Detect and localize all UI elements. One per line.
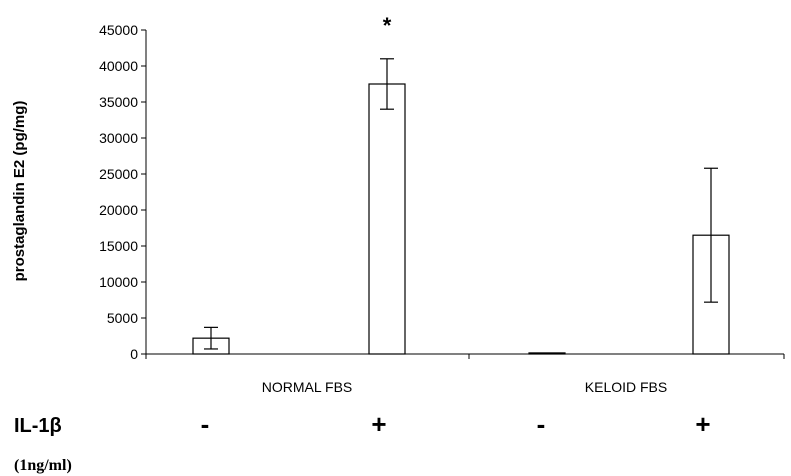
treatment-label: IL-1β	[14, 415, 62, 437]
treatment-sign: +	[371, 409, 386, 439]
bar	[368, 83, 406, 355]
y-tick-label: 45000	[99, 22, 138, 38]
treatment-sign: -	[537, 409, 546, 439]
treatment-sign: -	[201, 409, 210, 439]
x-axis-ticks	[145, 354, 785, 359]
y-tick-label: 35000	[99, 94, 138, 110]
bar	[528, 352, 566, 355]
y-axis-label: prostaglandin E2 (pg/mg)	[11, 101, 28, 282]
y-tick-label: 40000	[99, 58, 138, 74]
treatment-signs: - + - +	[201, 409, 711, 439]
y-tick-label: 0	[130, 346, 138, 362]
y-tick-label: 5000	[107, 310, 138, 326]
y-axis-ticks: 0 5000 10000 15000 20000 25000 30000 35000 40000…	[99, 22, 146, 362]
y-tick-label: 15000	[99, 238, 138, 254]
group-label-keloid: KELOID FBS	[585, 379, 667, 395]
significance-marker: *	[383, 13, 392, 38]
y-tick-label: 25000	[99, 166, 138, 182]
y-tick-label: 30000	[99, 130, 138, 146]
y-tick-label: 10000	[99, 274, 138, 290]
y-tick-label: 20000	[99, 202, 138, 218]
treatment-sign: +	[695, 409, 710, 439]
error-bars	[204, 58, 718, 350]
bars	[192, 83, 730, 355]
group-label-normal: NORMAL FBS	[262, 379, 353, 395]
annotations: *	[383, 13, 392, 38]
treatment-concentration: (1ng/ml)	[14, 457, 72, 474]
